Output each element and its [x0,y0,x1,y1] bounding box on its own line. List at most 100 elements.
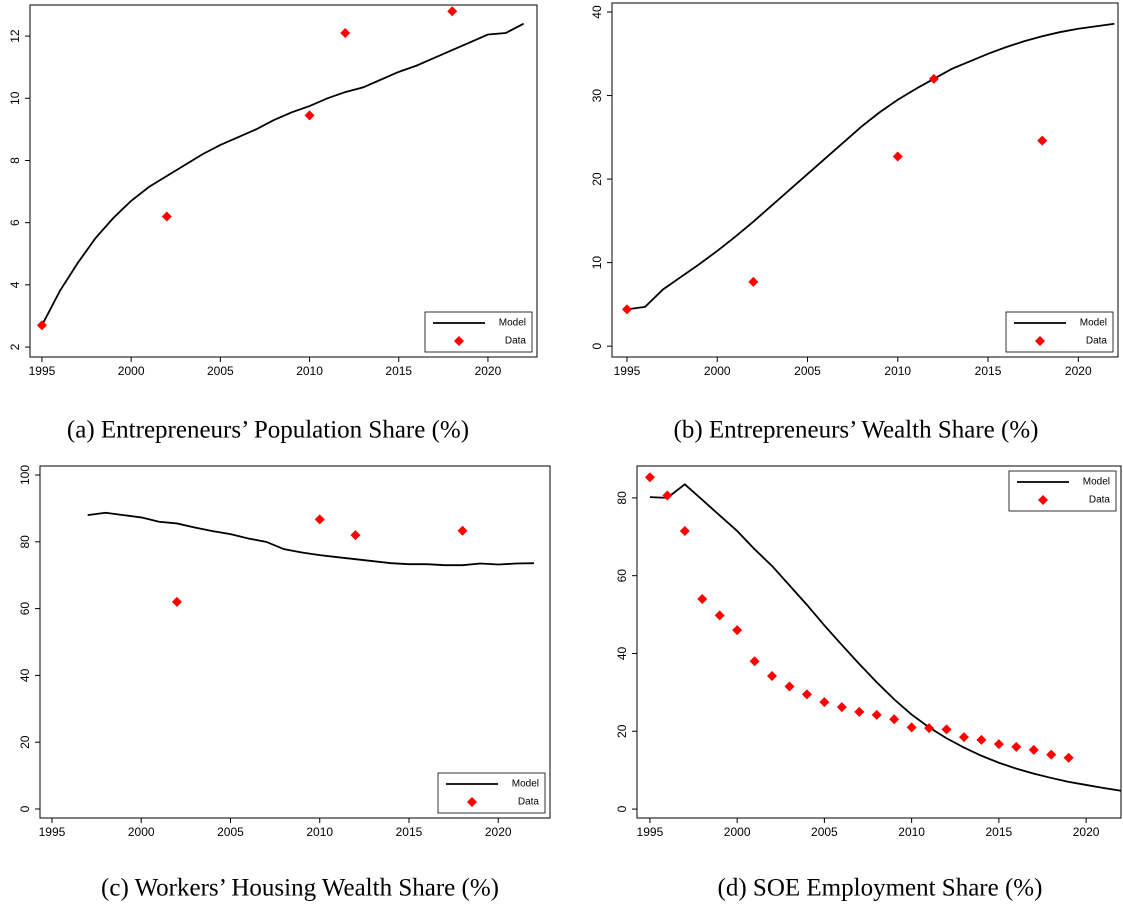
x-tick-label: 2010 [884,364,911,378]
data-point [928,73,939,84]
plot-frame [39,465,551,819]
data-point [1046,749,1057,760]
x-tick-label: 2005 [794,364,821,378]
y-tick-label: 0 [590,342,604,349]
model-line [87,511,534,567]
data-point [161,211,172,222]
data-point [924,723,935,734]
panel: 1995 2000 2005 2010 2015 2020 0 10 20 30 40 Model Da… [590,2,1119,444]
x-tick-label: 2005 [207,364,234,378]
data-point [447,6,458,17]
data-point [350,530,361,541]
data-point [304,110,315,121]
y-tick-label: 6 [8,219,22,226]
data-point [732,625,743,636]
legend-label: Data [1086,336,1108,347]
y-tick-label: 60 [18,602,32,616]
x-tick-label: 2020 [1073,825,1100,839]
data-point [36,320,47,331]
legend-swatch [1038,495,1048,505]
x-tick-label: 2010 [898,825,925,839]
data-point [1011,741,1022,752]
y-tick-label: 30 [590,89,604,103]
data-point [892,151,903,162]
y-tick-label: 60 [615,569,629,583]
data-point [819,697,830,708]
legend-label: Model [512,779,539,790]
x-tick-label: 2000 [724,825,751,839]
y-tick-label: 10 [8,91,22,105]
data-point [889,714,900,725]
legend-swatch [1035,336,1045,346]
caption: (d) SOE Employment Share (%) [718,875,1043,902]
legend-label: Data [505,336,527,347]
y-tick-label: 80 [615,491,629,505]
x-tick-label: 1995 [29,364,56,378]
y-tick-label: 0 [18,805,32,812]
data-point [749,656,760,667]
data-point [958,732,969,743]
x-tick-label: 2010 [306,825,333,839]
data-point [1037,135,1048,146]
legend: Model Data [1005,311,1114,353]
x-tick-label: 2015 [975,364,1002,378]
x-tick-label: 2010 [296,364,323,378]
y-tick-label: 2 [8,343,22,350]
y-tick-label: 0 [615,805,629,812]
data-point [457,525,468,536]
x-tick-label: 2005 [217,825,244,839]
model-line [626,22,1115,311]
x-tick-label: 2000 [128,825,155,839]
model-line [41,22,525,326]
data-point [314,514,325,525]
data-point [993,739,1004,750]
plot-frame [636,465,1122,819]
y-tick-label: 40 [590,5,604,19]
panel: 1995 2000 2005 2010 2015 2020 2 4 6 8 10 12 Model Dat… [8,4,538,444]
legend-box [437,772,546,814]
x-tick-label: 2000 [118,364,145,378]
y-tick-label: 12 [8,29,22,43]
x-tick-label: 2020 [475,364,502,378]
plot-frame [29,4,538,358]
x-tick-label: 2000 [704,364,731,378]
data-point [801,689,812,700]
model-line [649,483,1122,792]
x-tick-label: 1995 [39,825,66,839]
legend-box [1005,311,1114,353]
y-tick-label: 20 [615,724,629,738]
y-tick-label: 100 [18,465,32,485]
data-point [644,472,655,483]
legend-label: Model [1083,477,1110,488]
legend-swatch [454,336,464,346]
data-point [836,702,847,713]
x-tick-label: 2020 [1065,364,1092,378]
plot-frame [611,2,1119,358]
legend: Model Data [1008,470,1117,512]
data-point [976,734,987,745]
data-point [679,525,690,536]
panel: 1995 2000 2005 2010 2015 2020 0 20 40 60 80 Model Da… [615,465,1122,902]
x-tick-label: 2020 [485,825,512,839]
legend: Model Data [424,311,533,353]
data-point [871,709,882,720]
legend-label: Data [1089,495,1111,506]
legend-label: Data [518,797,540,808]
data-point [697,594,708,605]
legend-box [1008,470,1117,512]
x-tick-label: 2015 [385,364,412,378]
data-point [340,27,351,38]
y-tick-label: 80 [18,535,32,549]
legend-label: Model [1080,318,1107,329]
data-point [662,490,673,501]
x-tick-label: 2015 [396,825,423,839]
data-point [906,722,917,733]
y-tick-label: 20 [18,735,32,749]
data-point [767,671,778,682]
legend-label: Model [499,318,526,329]
panel: 1995 2000 2005 2010 2015 2020 0 20 40 60 80 100 Mode… [18,465,551,902]
data-point [714,610,725,621]
y-tick-label: 10 [590,256,604,270]
data-point [941,724,952,735]
